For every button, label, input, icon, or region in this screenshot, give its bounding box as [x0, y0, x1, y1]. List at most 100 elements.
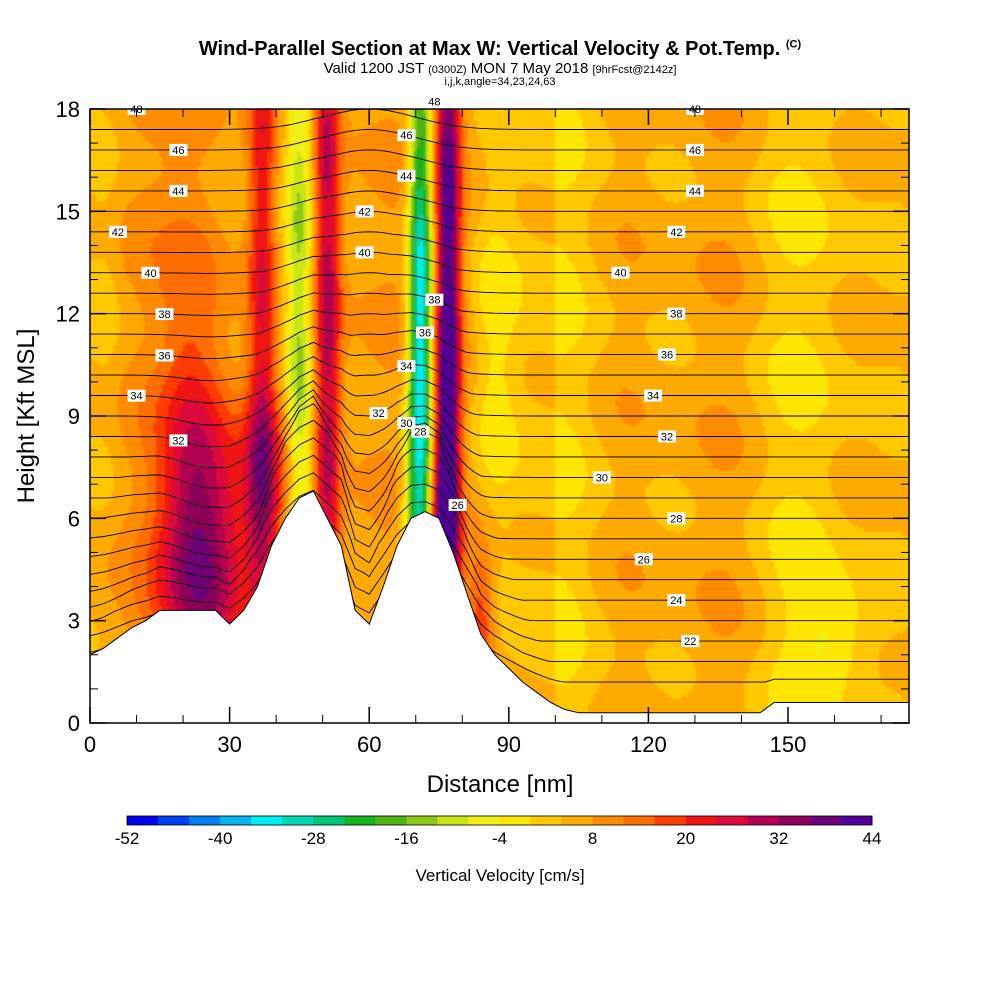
isentrope-label-text: 40 — [614, 268, 626, 280]
colorbar-tick-label: -28 — [301, 829, 326, 848]
colorbar-swatch — [344, 816, 376, 825]
isentrope-line — [90, 369, 909, 426]
isentrope-line — [90, 356, 909, 404]
isentrope-label-text: 32 — [372, 408, 384, 420]
isentrope-label: 26 — [634, 553, 653, 566]
subtitle-utc: (0300Z) — [428, 64, 467, 76]
isentropes — [90, 109, 909, 683]
isentrope-label: 36 — [416, 326, 435, 340]
y-tick-label: 18 — [56, 97, 80, 122]
isentrope-label: 38 — [425, 293, 444, 307]
isentrope-label-text: 42 — [358, 206, 370, 218]
y-tick-label: 6 — [68, 506, 80, 531]
isentrope-label: 30 — [592, 471, 611, 484]
isentrope-label-text: 42 — [670, 227, 682, 239]
colorbar-swatch — [220, 816, 252, 825]
isentrope-line — [90, 109, 909, 110]
isentrope-label-text: 30 — [400, 418, 412, 430]
isentrope-line — [90, 169, 909, 192]
isentrope-line — [90, 472, 909, 581]
x-axis-label: Distance [nm] — [427, 771, 574, 798]
isentrope-label: 22 — [681, 635, 700, 648]
colorbar-tick-label: 32 — [769, 829, 788, 848]
colorbar-swatch — [747, 816, 780, 825]
colorbar-swatch — [437, 816, 469, 825]
terrain — [89, 490, 910, 724]
isentrope-line — [90, 524, 909, 642]
axis-ticks — [89, 108, 909, 724]
isentrope-label-text: 34 — [400, 361, 412, 373]
isentrope-label-text: 44 — [172, 186, 184, 198]
isentrope-label-text: 48 — [428, 96, 440, 108]
isentrope-line — [90, 380, 909, 448]
x-tick-label: 30 — [217, 732, 241, 757]
isentrope-label-text: 24 — [670, 595, 682, 607]
x-tick-label: 150 — [770, 732, 807, 757]
colorbar-tick-label: 44 — [863, 829, 882, 848]
isentrope-label: 48 — [425, 95, 444, 108]
x-tick-label: 60 — [357, 732, 381, 757]
chart-subtitle: Valid 1200 JST (0300Z) MON 7 May 2018 [9… — [0, 60, 1000, 77]
isentrope-label: 32 — [169, 434, 188, 447]
isentrope-label: 30 — [397, 416, 416, 430]
chart-title-text: Wind-Parallel Section at Max W: Vertical… — [198, 38, 781, 60]
y-tick-labels: 0 3 6 9 12 15 18 — [56, 97, 80, 736]
y-tick-label: 15 — [56, 199, 80, 224]
isentrope-line — [90, 437, 909, 543]
colorbar-swatch — [623, 816, 656, 825]
isentrope-label-text: 40 — [144, 268, 156, 280]
chart-subtitle2: i,j,k,angle=34,23,24,63 — [444, 76, 556, 88]
colorbar-swatch — [375, 816, 407, 825]
y-tick-label: 0 — [68, 711, 80, 736]
chart-title: Wind-Parallel Section at Max W: Vertical… — [0, 38, 1000, 61]
isentrope-label: 42 — [108, 225, 127, 239]
isentrope-line — [90, 389, 909, 469]
isentrope-line — [90, 309, 909, 338]
isentrope-label-text: 44 — [400, 171, 412, 183]
isentrope-label: 44 — [169, 184, 188, 198]
colorbar-tick-label: 20 — [676, 829, 695, 848]
y-axis-label: Height [Kft MSL] — [13, 329, 40, 504]
colorbar-swatch — [592, 816, 625, 825]
isentrope-label-text: 36 — [661, 350, 673, 362]
colorbar-swatch — [282, 816, 314, 825]
isentrope-label-text: 36 — [419, 328, 431, 340]
isentrope-label-text: 28 — [414, 427, 426, 439]
isentrope-label: 46 — [169, 143, 188, 157]
x-tick-label: 120 — [630, 732, 667, 757]
isentrope-label: 40 — [355, 246, 374, 259]
colorbar-swatch — [313, 816, 345, 825]
colorbar-label: Vertical Velocity [cm/s] — [415, 866, 584, 885]
isentrope-label: 28 — [667, 512, 686, 525]
isentrope-label: 40 — [611, 266, 630, 280]
isentrope-label-text: 46 — [689, 145, 701, 157]
isentrope-label: 26 — [448, 498, 467, 512]
isentrope-label-text: 46 — [400, 130, 412, 142]
isentrope-label-text: 32 — [172, 435, 184, 447]
isentrope-label-text: 34 — [647, 391, 659, 403]
colorbar-swatch — [189, 816, 221, 825]
colorbar-tick-labels: -52 -40 -28 -16 -4 8 20 32 44 — [115, 829, 882, 848]
colorbar-tick-label: 8 — [588, 829, 597, 848]
x-tick-labels: 0 30 60 90 120 150 — [84, 732, 806, 757]
colorbar-swatch — [158, 816, 190, 825]
isentrope-label: 46 — [397, 129, 416, 142]
subtitle-valid: Valid 1200 JST — [323, 60, 424, 77]
isentrope-label-text: 32 — [661, 431, 673, 443]
colorbar-swatch — [468, 816, 500, 825]
colorbar-swatch — [654, 816, 687, 825]
colorbar-swatch — [127, 816, 159, 825]
subtitle-date: MON 7 May 2018 — [470, 60, 589, 77]
y-tick-label: 12 — [56, 302, 80, 327]
isentrope-label-text: 38 — [158, 309, 170, 321]
colorbar-tick-label: -16 — [394, 829, 419, 848]
isentrope-line — [90, 251, 909, 274]
isentrope-label: 42 — [667, 225, 686, 239]
subtitle-forecast: [9hrFcst@2142z] — [592, 64, 677, 76]
isentrope-label: 32 — [369, 407, 388, 420]
colorbar-swatch — [406, 816, 438, 825]
x-tick-label: 0 — [84, 732, 96, 757]
colorbar-swatch — [251, 816, 283, 825]
isentrope-label: 42 — [355, 205, 374, 218]
